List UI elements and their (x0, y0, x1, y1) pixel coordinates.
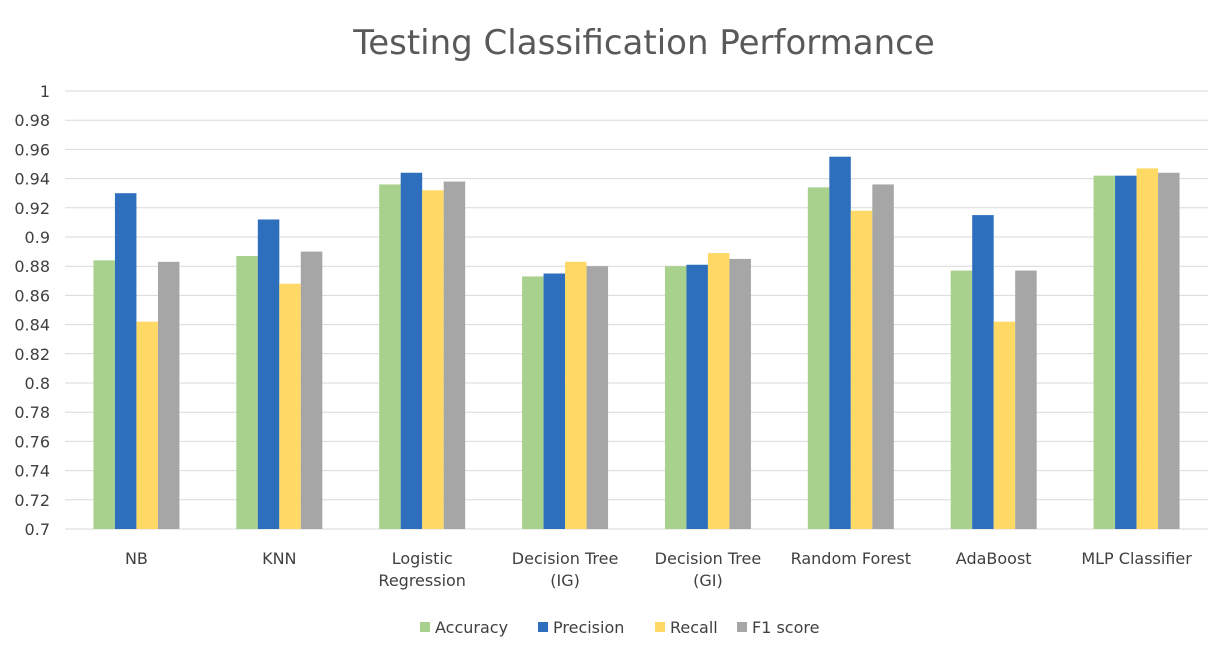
bar-f1-score (1015, 270, 1037, 529)
bar-f1-score (872, 184, 894, 529)
bar-f1-score (300, 251, 323, 529)
bar-precision (257, 219, 280, 530)
bar-precision (114, 193, 137, 529)
y-tick-label: 0.78 (14, 403, 50, 422)
x-category-label: NB (125, 549, 148, 568)
bar-accuracy (1093, 175, 1116, 529)
bar-recall (993, 321, 1016, 529)
x-category-label: Logistic (392, 549, 453, 568)
bar-recall (136, 321, 158, 529)
y-tick-label: 0.9 (25, 228, 50, 247)
bar-f1-score (1158, 172, 1180, 529)
y-tick-label: 0.94 (14, 170, 50, 189)
bar-recall (422, 190, 444, 529)
legend: Accuracy Precision Recall F1 score (420, 618, 819, 637)
x-category-label: MLP Classifier (1081, 549, 1192, 568)
bars (93, 156, 1180, 530)
bar-accuracy (236, 255, 258, 530)
x-category-label: AdaBoost (956, 549, 1032, 568)
y-axis-ticks: 0.7 0.72 0.74 0.76 0.78 0.8 0.82 0.84 0.86 0.88 0.… (14, 82, 50, 539)
bar-recall (1136, 168, 1159, 529)
x-category-label: Random Forest (791, 549, 911, 568)
bar-precision (543, 273, 566, 529)
x-category-label: (IG) (550, 571, 580, 590)
bar-accuracy (807, 187, 830, 530)
x-axis-labels: NB KNN Logistic Regression Decision Tree (IG)… (125, 549, 1192, 590)
bar-precision (1115, 175, 1137, 529)
legend-swatch (538, 622, 548, 632)
legend-swatch (737, 622, 747, 632)
bar-recall (707, 253, 730, 529)
bar-f1-score (729, 258, 751, 529)
x-category-label: Regression (378, 571, 466, 590)
legend-label: F1 score (752, 618, 819, 637)
bar-precision (686, 264, 708, 529)
legend-swatch (420, 622, 430, 632)
y-tick-label: 0.8 (25, 374, 50, 393)
bar-accuracy (379, 184, 401, 529)
y-tick-label: 0.98 (14, 111, 50, 130)
bar-precision (400, 172, 423, 529)
bar-recall (279, 283, 301, 529)
bar-f1-score (157, 261, 180, 529)
bar-precision (972, 215, 994, 529)
y-tick-label: 0.74 (14, 462, 50, 481)
bar-f1-score (443, 181, 466, 529)
y-tick-label: 0.96 (14, 140, 50, 159)
bar-accuracy (93, 260, 115, 529)
y-tick-label: 0.82 (14, 345, 50, 364)
bar-recall (850, 210, 873, 529)
bar-f1-score (586, 266, 609, 529)
bar-accuracy (522, 276, 544, 529)
chart-title: Testing Classification Performance (352, 23, 935, 63)
y-tick-label: 0.7 (25, 520, 50, 539)
bar-accuracy (950, 270, 973, 529)
y-tick-label: 0.76 (14, 432, 50, 451)
x-category-label: KNN (262, 549, 296, 568)
legend-label: Precision (553, 618, 624, 637)
y-tick-label: 0.84 (14, 316, 50, 335)
x-category-label: Decision Tree (655, 549, 762, 568)
legend-label: Recall (670, 618, 718, 637)
bar-recall (565, 261, 587, 529)
y-tick-label: 1 (40, 82, 50, 101)
x-category-label: (GI) (693, 571, 723, 590)
y-tick-label: 0.88 (14, 257, 50, 276)
y-tick-label: 0.72 (14, 491, 50, 510)
bar-precision (829, 156, 851, 529)
x-category-label: Decision Tree (512, 549, 619, 568)
legend-label: Accuracy (435, 618, 508, 637)
y-tick-label: 0.86 (14, 286, 50, 305)
bar-accuracy (664, 266, 687, 529)
legend-swatch (655, 622, 665, 632)
y-tick-label: 0.92 (14, 199, 50, 218)
